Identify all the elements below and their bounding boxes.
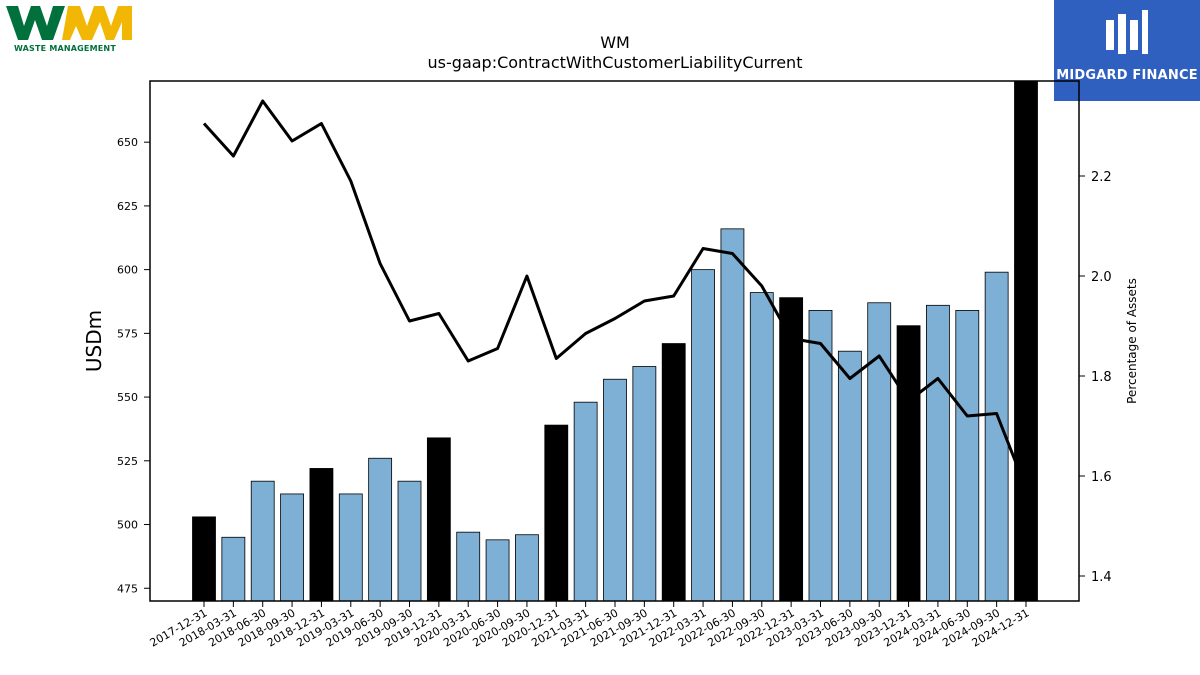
y2-tick-label: 2.0 <box>1091 270 1112 285</box>
bar-2017-12-31 <box>192 516 216 602</box>
chart-title: WM <box>600 33 630 52</box>
bar-2023-09-30 <box>867 302 892 602</box>
bar-2024-12-31 <box>1014 80 1038 602</box>
line-series <box>202 99 1028 490</box>
y2-axis-label: Percentage of Assets <box>1125 278 1139 404</box>
y2-tick-label: 2.2 <box>1091 170 1112 185</box>
bar-2019-09-30 <box>397 480 422 602</box>
y-axis-right: 1.4 1.6 1.8 2.0 2.2 <box>1079 170 1112 585</box>
wm-logo-text: WASTE MANAGEMENT <box>14 44 116 53</box>
y2-tick-label: 1.8 <box>1091 370 1112 385</box>
y-tick-label: 650 <box>117 136 138 149</box>
waste-management-logo: WASTE MANAGEMENT <box>4 4 140 56</box>
bar-2024-03-31 <box>926 304 950 602</box>
midgard-logo-mark <box>1106 10 1148 54</box>
x-axis: 2017-12-312018-03-312018-06-302018-09-30… <box>148 601 1032 650</box>
bar-2018-03-31 <box>221 536 246 602</box>
bar-2019-06-30 <box>368 457 393 602</box>
bar-2019-12-31 <box>426 437 451 602</box>
bar-2021-09-30 <box>632 366 657 602</box>
bar-series <box>192 80 1038 602</box>
y-tick-label: 525 <box>117 455 138 468</box>
y-axis-label: USDm <box>82 310 106 372</box>
y-tick-label: 600 <box>117 264 138 277</box>
bar-2022-09-30 <box>749 292 774 602</box>
bar-2022-12-31 <box>779 297 804 602</box>
y2-tick-label: 1.4 <box>1091 570 1112 585</box>
percentage-of-assets-line <box>202 99 1028 490</box>
bar-2023-12-31 <box>896 325 921 602</box>
bar-2021-12-31 <box>661 343 686 602</box>
bar-2018-12-31 <box>309 468 334 602</box>
y-tick-label: 575 <box>117 327 138 340</box>
chart-subtitle: us-gaap:ContractWithCustomerLiabilityCur… <box>428 53 803 72</box>
bar-2021-03-31 <box>573 401 598 602</box>
bar-2020-09-30 <box>515 534 539 602</box>
bar-2019-03-31 <box>338 493 363 602</box>
y-tick-label: 625 <box>117 200 138 213</box>
bar-2020-12-31 <box>544 424 569 602</box>
wm-logo-mark <box>6 6 132 40</box>
y2-tick-label: 1.6 <box>1091 470 1112 485</box>
bar-2023-06-30 <box>837 350 862 602</box>
bar-2018-06-30 <box>250 480 275 602</box>
y-axis-left: 475 500 525 550 575 600 625 650 <box>117 136 150 595</box>
bar-2024-06-30 <box>955 310 980 602</box>
y-tick-label: 475 <box>117 582 138 595</box>
midgard-logo-text: MIDGARD FINANCE <box>1056 68 1198 83</box>
bar-2021-06-30 <box>603 378 627 602</box>
y-tick-label: 500 <box>117 519 138 532</box>
bar-2022-06-30 <box>720 228 745 602</box>
bar-2020-06-30 <box>485 539 510 602</box>
y-tick-label: 550 <box>117 391 138 404</box>
bar-2018-09-30 <box>280 493 304 602</box>
bar-2020-03-31 <box>456 531 481 602</box>
bar-2022-03-31 <box>691 269 715 602</box>
